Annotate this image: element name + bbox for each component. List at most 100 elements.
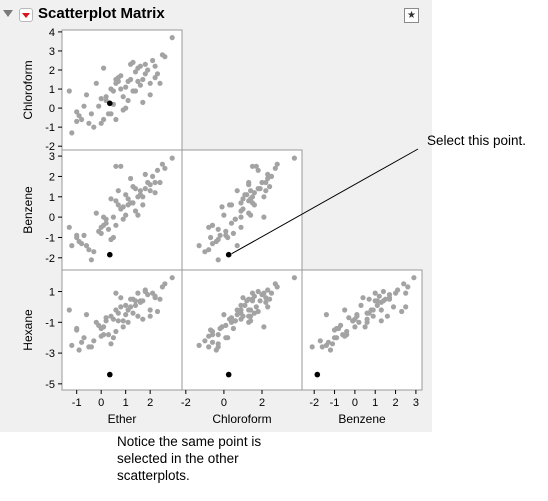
data-point[interactable] xyxy=(113,328,119,335)
pin-icon[interactable]: ★ xyxy=(404,8,419,23)
data-point[interactable] xyxy=(202,249,208,255)
data-point[interactable] xyxy=(261,290,267,296)
data-point[interactable] xyxy=(206,224,212,230)
data-point[interactable] xyxy=(130,296,136,302)
data-point[interactable] xyxy=(118,73,124,79)
data-point[interactable] xyxy=(142,186,148,192)
data-point[interactable] xyxy=(91,338,97,344)
data-point[interactable] xyxy=(81,232,87,238)
data-point[interactable] xyxy=(319,344,325,350)
data-point[interactable] xyxy=(259,179,265,186)
data-point[interactable] xyxy=(128,61,134,67)
data-point[interactable] xyxy=(74,325,80,332)
data-point[interactable] xyxy=(248,196,254,202)
data-point[interactable] xyxy=(137,192,143,198)
data-point[interactable] xyxy=(154,167,161,173)
red-triangle-menu-icon[interactable] xyxy=(19,8,33,22)
data-point[interactable] xyxy=(411,275,417,281)
data-point[interactable] xyxy=(344,328,350,335)
data-point[interactable] xyxy=(202,338,208,344)
data-point[interactable] xyxy=(123,192,129,198)
data-point[interactable] xyxy=(152,293,158,299)
data-point[interactable] xyxy=(66,307,72,313)
data-point[interactable] xyxy=(132,208,139,214)
data-point[interactable] xyxy=(234,307,240,313)
data-point[interactable] xyxy=(147,92,153,98)
data-point[interactable] xyxy=(255,167,261,173)
data-point[interactable] xyxy=(135,212,141,218)
data-point[interactable] xyxy=(135,78,141,84)
data-point[interactable] xyxy=(118,86,124,92)
data-point[interactable] xyxy=(110,214,116,220)
data-point[interactable] xyxy=(244,192,250,198)
data-point[interactable] xyxy=(261,214,267,220)
data-point[interactable] xyxy=(150,173,156,179)
data-point[interactable] xyxy=(362,324,368,330)
data-point[interactable] xyxy=(74,118,80,124)
data-point[interactable] xyxy=(103,318,109,324)
data-point[interactable] xyxy=(169,155,175,161)
data-point[interactable] xyxy=(101,116,107,123)
data-point[interactable] xyxy=(152,63,158,69)
data-point[interactable] xyxy=(88,111,94,117)
selected-point[interactable] xyxy=(107,251,113,258)
data-point[interactable] xyxy=(221,312,227,318)
data-point[interactable] xyxy=(240,196,246,202)
data-point[interactable] xyxy=(223,335,229,341)
data-point[interactable] xyxy=(118,295,124,301)
data-point[interactable] xyxy=(125,97,131,104)
data-point[interactable] xyxy=(135,65,141,71)
data-point[interactable] xyxy=(115,318,121,324)
data-point[interactable] xyxy=(105,111,112,117)
data-point[interactable] xyxy=(74,232,80,238)
data-point[interactable] xyxy=(206,344,212,350)
data-point[interactable] xyxy=(384,313,390,319)
data-point[interactable] xyxy=(386,296,393,302)
data-point[interactable] xyxy=(66,88,72,94)
data-point[interactable] xyxy=(274,161,280,167)
data-point[interactable] xyxy=(140,76,146,83)
data-point[interactable] xyxy=(244,298,250,304)
data-point[interactable] xyxy=(98,333,104,339)
data-point[interactable] xyxy=(123,212,129,218)
data-point[interactable] xyxy=(238,208,244,214)
data-point[interactable] xyxy=(83,312,90,318)
data-point[interactable] xyxy=(79,241,85,247)
data-point[interactable] xyxy=(366,296,372,302)
data-point[interactable] xyxy=(96,322,102,328)
data-point[interactable] xyxy=(248,307,254,313)
data-point[interactable] xyxy=(356,319,362,325)
data-point[interactable] xyxy=(382,296,388,302)
data-point[interactable] xyxy=(169,35,175,41)
data-point[interactable] xyxy=(145,67,151,73)
disclosure-triangle-icon[interactable] xyxy=(3,10,13,17)
data-point[interactable] xyxy=(249,200,256,206)
data-point[interactable] xyxy=(108,341,114,347)
data-point[interactable] xyxy=(251,190,257,196)
data-point[interactable] xyxy=(154,308,161,315)
data-point[interactable] xyxy=(88,257,94,263)
data-point[interactable] xyxy=(105,332,112,338)
data-point[interactable] xyxy=(223,232,229,238)
data-point[interactable] xyxy=(238,214,244,220)
data-point[interactable] xyxy=(206,333,212,339)
data-point[interactable] xyxy=(352,324,358,330)
data-point[interactable] xyxy=(113,222,119,228)
data-point[interactable] xyxy=(120,318,126,324)
data-point[interactable] xyxy=(120,107,126,113)
data-point[interactable] xyxy=(69,342,75,348)
data-point[interactable] xyxy=(147,307,153,313)
data-point[interactable] xyxy=(364,310,370,316)
data-point[interactable] xyxy=(405,284,411,290)
data-point[interactable] xyxy=(118,163,124,169)
data-point[interactable] xyxy=(334,335,340,341)
data-point[interactable] xyxy=(86,247,92,253)
data-point[interactable] xyxy=(159,161,165,167)
data-point[interactable] xyxy=(253,163,259,169)
data-point[interactable] xyxy=(291,155,297,161)
data-point[interactable] xyxy=(76,347,82,353)
data-point[interactable] xyxy=(232,216,238,222)
data-point[interactable] xyxy=(309,344,315,350)
data-point[interactable] xyxy=(268,290,275,296)
data-point[interactable] xyxy=(120,94,126,100)
